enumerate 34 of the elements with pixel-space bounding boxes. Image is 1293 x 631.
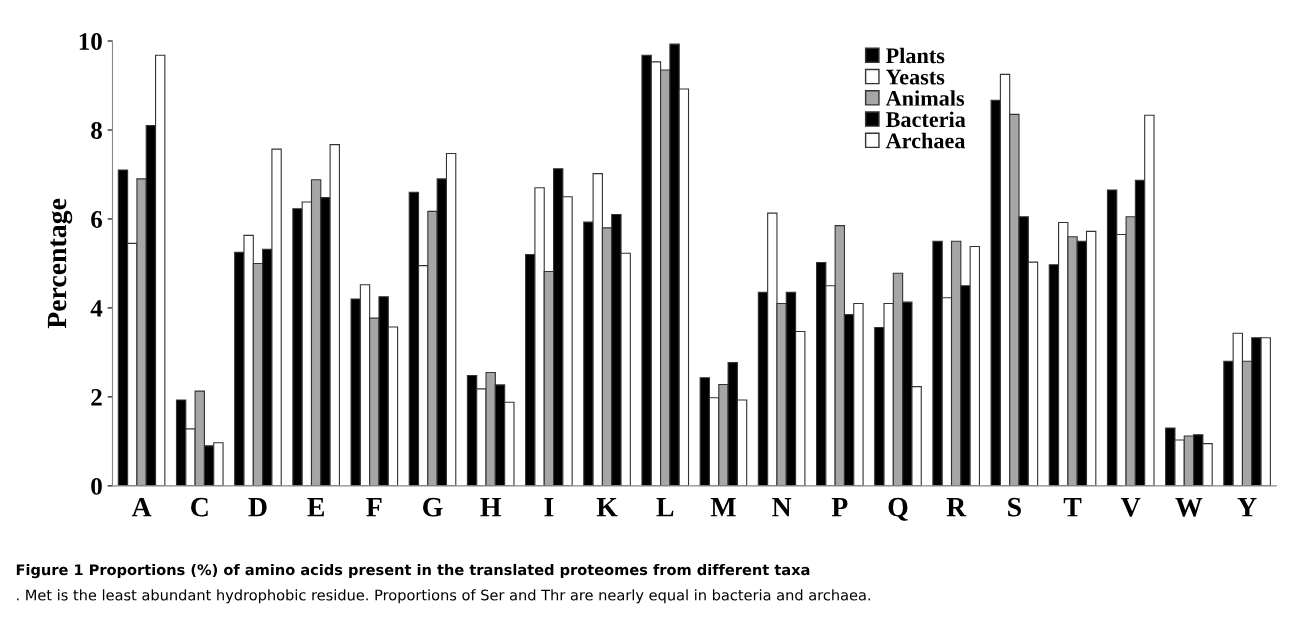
x-tick-label: F xyxy=(366,498,382,517)
x-tick-label: W xyxy=(1175,498,1203,517)
caption: Figure 1 Proportions (%) of amino acids present in the translated proteomes from different taxa xyxy=(16,563,810,579)
x-tick-label: T xyxy=(1063,498,1082,517)
legend-label: Animals xyxy=(885,90,965,106)
x-tick-label: S xyxy=(1008,497,1021,517)
x-tick-label: Y xyxy=(1237,498,1257,517)
x-tick-label: Q xyxy=(888,497,908,521)
x-tick-label: G xyxy=(423,497,443,517)
legend-label: Plants xyxy=(886,47,945,64)
y-tick-label: 4 xyxy=(90,300,103,317)
y-tick-label: 8 xyxy=(91,122,102,139)
x-tick-label: N xyxy=(772,498,792,517)
y-tick-label: 2 xyxy=(91,389,102,406)
x-tick-label: L xyxy=(656,498,674,517)
x-tick-label: I xyxy=(544,498,554,517)
y-tick-label: 10 xyxy=(79,33,102,50)
y-tick-label: 0 xyxy=(91,477,102,495)
x-tick-label: A xyxy=(131,497,152,517)
x-tick-label: E xyxy=(307,498,324,517)
x-tick-label: K xyxy=(596,498,618,517)
x-tick-label: P xyxy=(831,498,848,517)
x-tick-label: C xyxy=(191,497,208,517)
x-tick-label: R xyxy=(946,498,967,517)
legend-label: Yeasts xyxy=(886,69,945,85)
x-tick-label: V xyxy=(1121,498,1141,517)
legend-label: Bacteria xyxy=(885,111,966,128)
text: . Met is the least abundant hydrophobic residue. Proportions of Ser and Thr are nearly equal in bacteria and archaea. xyxy=(17,589,871,604)
x-tick-label: M xyxy=(710,498,736,517)
x-tick-label: D xyxy=(248,498,267,517)
x-tick-label: H xyxy=(480,498,502,517)
legend-label: Archaea xyxy=(885,132,966,149)
y-axis-title: Percentage xyxy=(47,198,73,329)
y-tick-label: 6 xyxy=(91,211,103,228)
